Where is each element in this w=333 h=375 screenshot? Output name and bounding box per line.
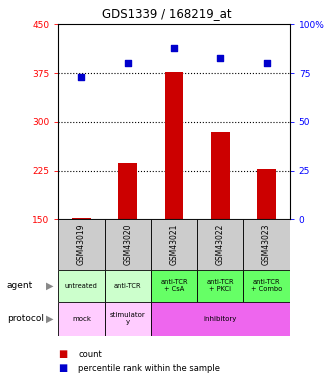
Bar bbox=[197, 219, 243, 270]
Bar bbox=[243, 270, 290, 302]
Text: GSM43023: GSM43023 bbox=[262, 224, 271, 266]
Text: anti-TCR
+ PKCi: anti-TCR + PKCi bbox=[206, 279, 234, 292]
Text: ▶: ▶ bbox=[46, 314, 54, 324]
Point bbox=[218, 54, 223, 60]
Bar bbox=[151, 219, 197, 270]
Bar bbox=[105, 219, 151, 270]
Text: anti-TCR
+ Combo: anti-TCR + Combo bbox=[251, 279, 282, 292]
Text: ■: ■ bbox=[58, 363, 68, 373]
Text: percentile rank within the sample: percentile rank within the sample bbox=[78, 364, 220, 373]
Bar bbox=[58, 270, 105, 302]
Bar bbox=[197, 270, 243, 302]
Text: GSM43022: GSM43022 bbox=[216, 224, 225, 266]
Text: agent: agent bbox=[7, 281, 33, 290]
Bar bbox=[72, 218, 91, 219]
Point bbox=[264, 60, 269, 66]
Text: stimulator
y: stimulator y bbox=[110, 312, 146, 325]
Bar bbox=[211, 132, 229, 219]
Bar bbox=[105, 270, 151, 302]
Point bbox=[125, 60, 131, 66]
Bar bbox=[151, 302, 290, 336]
Text: GSM43021: GSM43021 bbox=[169, 224, 178, 266]
Bar bbox=[105, 302, 151, 336]
Bar bbox=[119, 163, 137, 219]
Text: GSM43020: GSM43020 bbox=[123, 224, 132, 266]
Bar bbox=[151, 270, 197, 302]
Text: protocol: protocol bbox=[7, 314, 44, 323]
Text: anti-TCR: anti-TCR bbox=[114, 283, 142, 289]
Text: ▶: ▶ bbox=[46, 281, 54, 291]
Text: untreated: untreated bbox=[65, 283, 98, 289]
Text: GDS1339 / 168219_at: GDS1339 / 168219_at bbox=[102, 7, 231, 20]
Point bbox=[171, 45, 176, 51]
Bar bbox=[257, 169, 276, 219]
Text: mock: mock bbox=[72, 316, 91, 322]
Text: count: count bbox=[78, 350, 102, 359]
Bar bbox=[243, 219, 290, 270]
Text: ■: ■ bbox=[58, 350, 68, 359]
Text: anti-TCR
+ CsA: anti-TCR + CsA bbox=[160, 279, 188, 292]
Bar bbox=[165, 72, 183, 219]
Text: GSM43019: GSM43019 bbox=[77, 224, 86, 266]
Bar bbox=[58, 219, 105, 270]
Bar bbox=[58, 302, 105, 336]
Text: inhibitory: inhibitory bbox=[203, 316, 237, 322]
Point bbox=[79, 74, 84, 80]
